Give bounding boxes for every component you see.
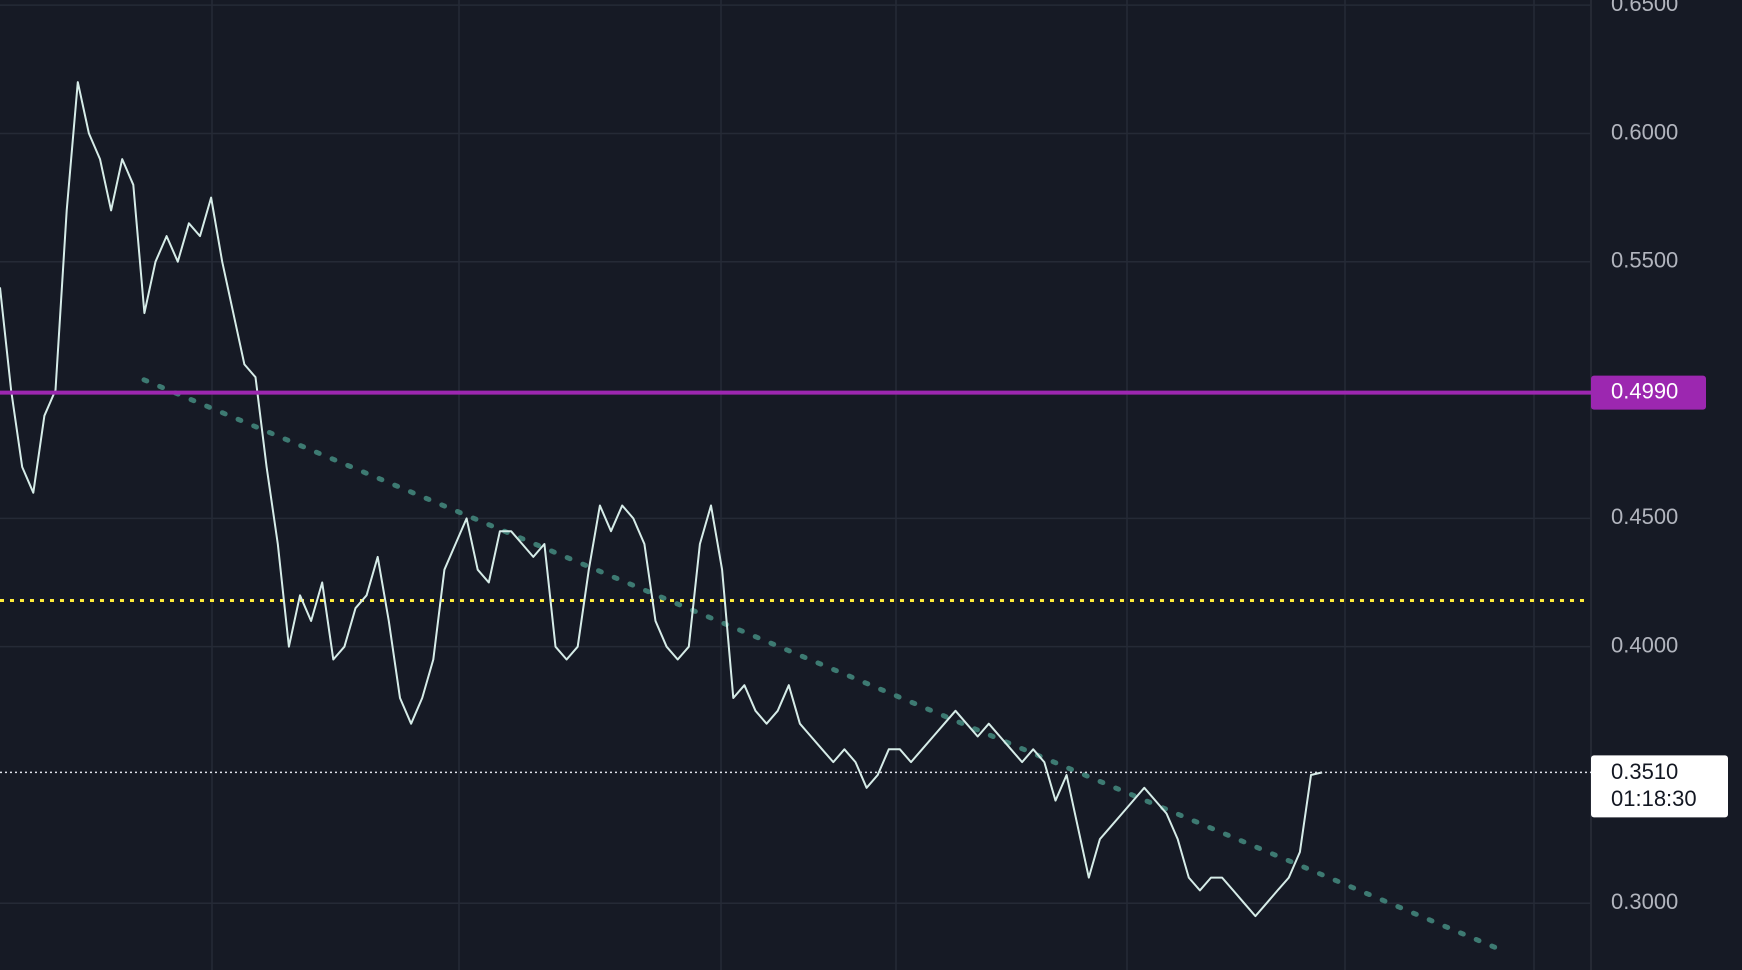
current-price-tag	[1591, 755, 1728, 818]
vertical-grid	[211, 0, 1535, 970]
price-level-tag	[1591, 375, 1706, 410]
y-tick-label: 0.3000	[1611, 889, 1678, 914]
countdown-label: 01:18:30	[1611, 786, 1697, 811]
y-tick-label: 0.6500	[1611, 0, 1678, 16]
price-level-label: 0.4990	[1611, 378, 1678, 403]
trend-line	[141, 377, 1503, 952]
price-line	[0, 81, 1323, 918]
y-tick-label: 0.4500	[1611, 504, 1678, 529]
y-tick-label: 0.4000	[1611, 632, 1678, 657]
current-price-label: 0.3510	[1611, 759, 1678, 784]
y-tick-label: 0.6000	[1611, 119, 1678, 144]
y-tick-label: 0.5500	[1611, 248, 1678, 273]
